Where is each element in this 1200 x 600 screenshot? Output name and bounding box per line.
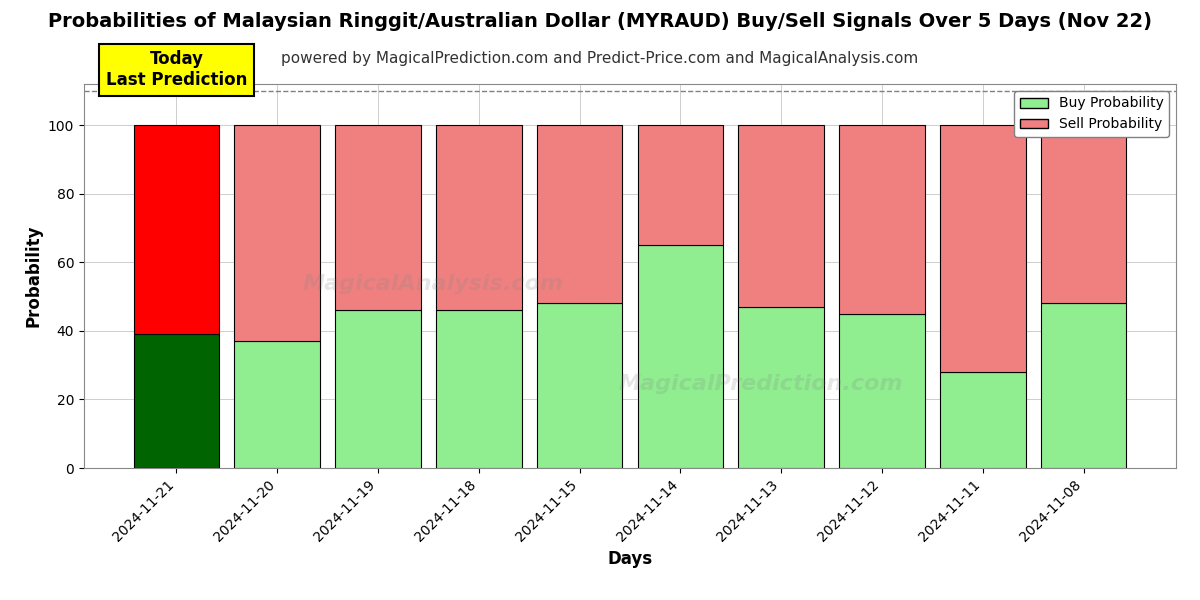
Text: Probabilities of Malaysian Ringgit/Australian Dollar (MYRAUD) Buy/Sell Signals O: Probabilities of Malaysian Ringgit/Austr…	[48, 12, 1152, 31]
Text: MagicalPrediction.com: MagicalPrediction.com	[619, 374, 904, 394]
Bar	[536, 125, 623, 304]
Bar	[940, 125, 1026, 372]
Bar	[133, 334, 220, 468]
Bar	[436, 125, 522, 310]
Bar	[1040, 304, 1127, 468]
Bar	[940, 372, 1026, 468]
Bar	[839, 314, 925, 468]
Bar	[536, 304, 623, 468]
Bar	[738, 307, 824, 468]
X-axis label: Days: Days	[607, 550, 653, 568]
Bar	[234, 341, 320, 468]
Bar	[133, 125, 220, 334]
Bar	[1040, 125, 1127, 304]
Text: MagicalAnalysis.com: MagicalAnalysis.com	[302, 274, 564, 293]
Legend: Buy Probability, Sell Probability: Buy Probability, Sell Probability	[1014, 91, 1169, 137]
Bar	[436, 310, 522, 468]
Bar	[738, 125, 824, 307]
Y-axis label: Probability: Probability	[24, 225, 42, 327]
Bar	[637, 245, 724, 468]
Bar	[335, 125, 421, 310]
Bar	[637, 125, 724, 245]
Bar	[335, 310, 421, 468]
Bar	[839, 125, 925, 314]
Bar	[234, 125, 320, 341]
Text: Today
Last Prediction: Today Last Prediction	[106, 50, 247, 89]
Text: powered by MagicalPrediction.com and Predict-Price.com and MagicalAnalysis.com: powered by MagicalPrediction.com and Pre…	[281, 51, 919, 66]
